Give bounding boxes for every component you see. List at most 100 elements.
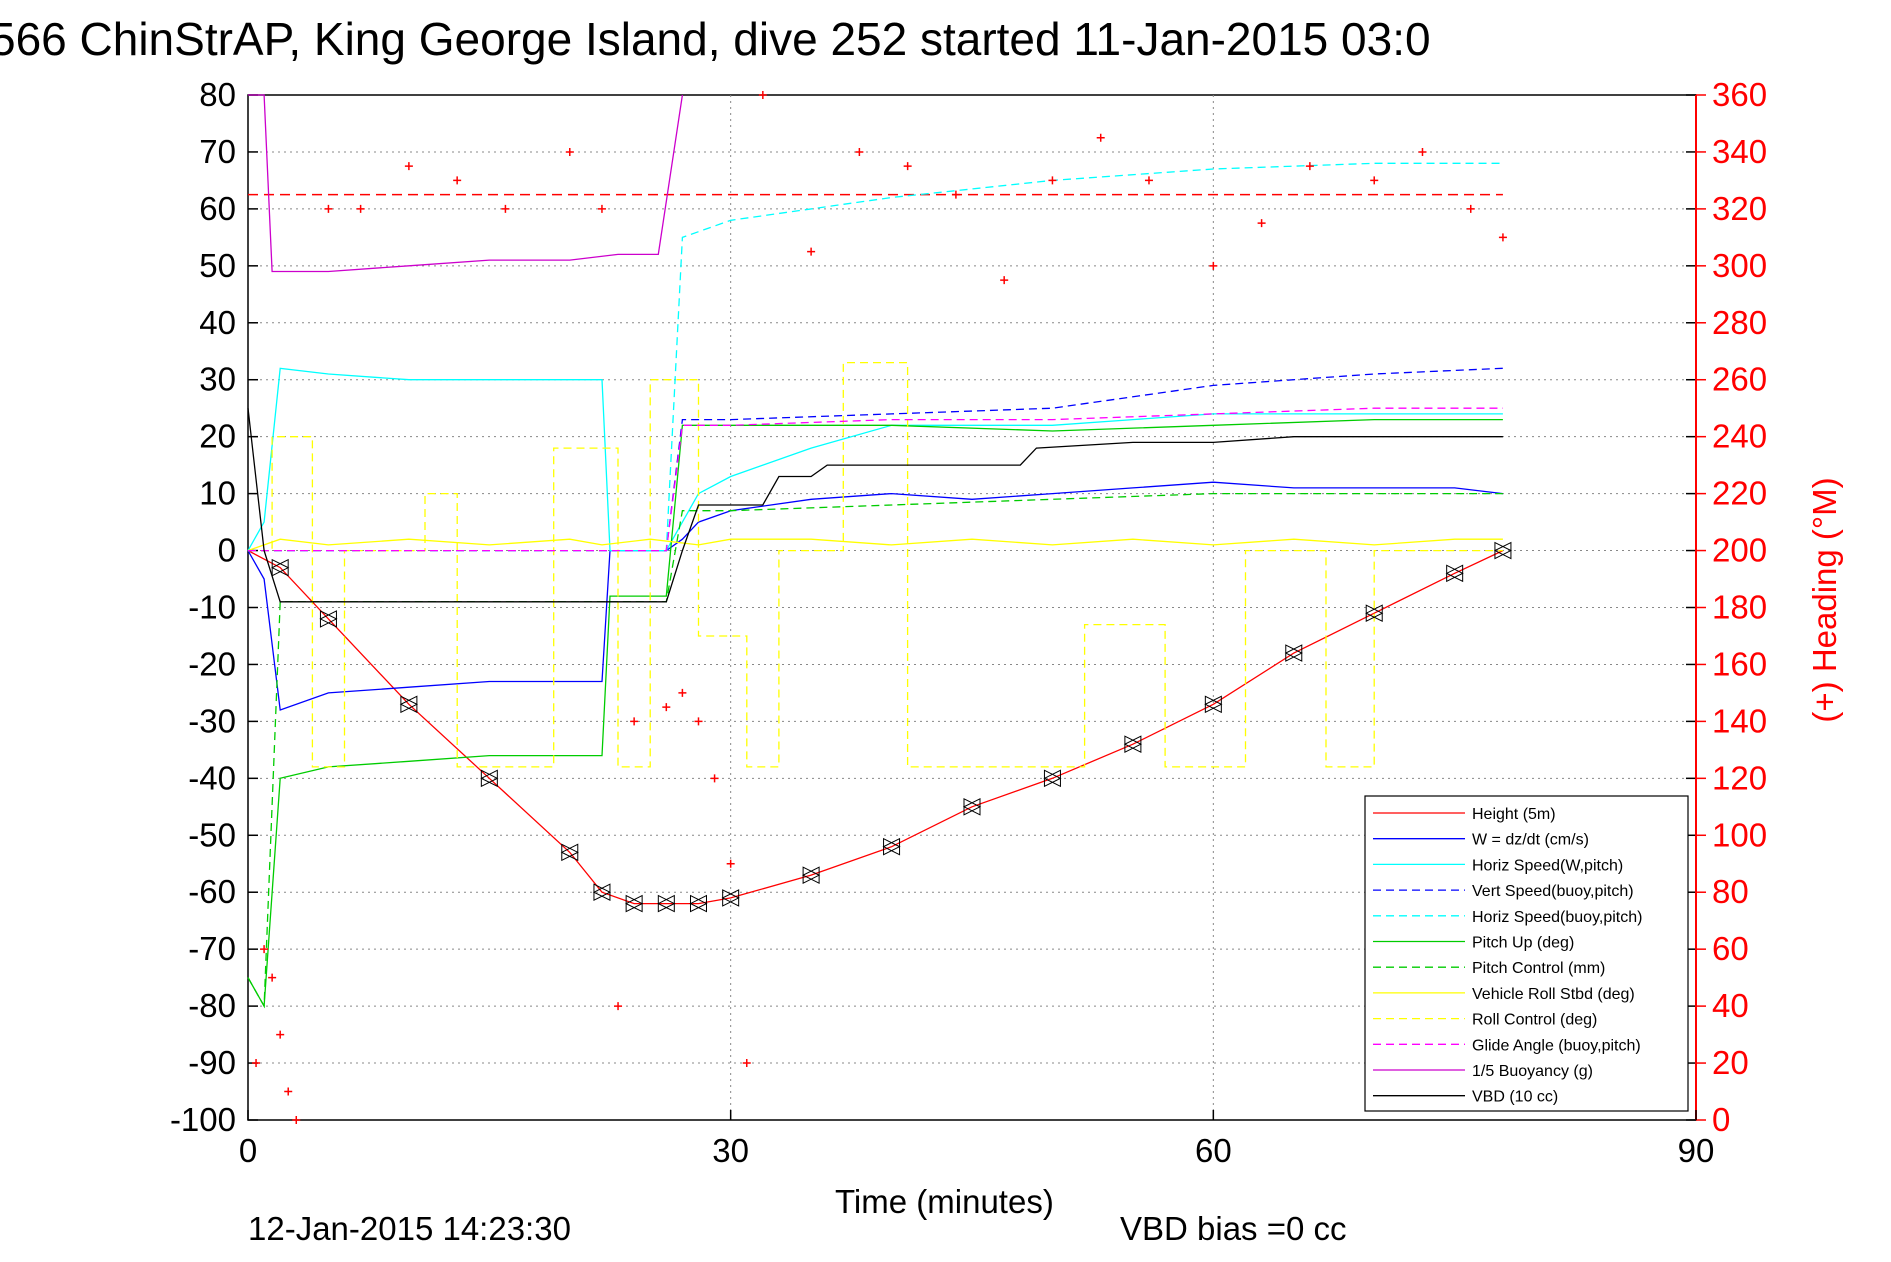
heading-point (565, 147, 574, 156)
heading-point (694, 717, 703, 726)
left-tick-label: 0 (218, 532, 236, 569)
left-tick-label: -70 (188, 930, 236, 967)
right-y-axis-label: (+) Heading (°M) (1806, 477, 1843, 722)
series-line-6 (247, 492, 1503, 1009)
apogee-marker (962, 797, 982, 816)
legend-entry: Vert Speed(buoy,pitch) (1472, 883, 1634, 900)
apogee-marker (657, 894, 676, 913)
apogee-marker (882, 837, 901, 856)
series-layer (247, 91, 1507, 1124)
right-tick-label: 340 (1712, 133, 1767, 170)
legend-entry: Height (5m) (1472, 806, 1556, 823)
heading-point (662, 703, 671, 712)
left-tick-label: 10 (199, 475, 236, 512)
series-line-8 (248, 361, 1503, 768)
x-tick-label: 90 (1678, 1132, 1715, 1169)
x-axis-label: Time (minutes) (835, 1183, 1054, 1220)
right-tick-label: 140 (1712, 702, 1767, 739)
heading-point (501, 204, 510, 213)
heading-point (1305, 162, 1314, 171)
series-line-9 (248, 407, 1503, 552)
right-tick-label: 80 (1712, 873, 1749, 910)
vbd-bias-label: VBD bias =0 cc (1120, 1210, 1347, 1247)
right-tick-label: 280 (1712, 304, 1767, 341)
series-line-3 (248, 367, 1503, 552)
apogee-marker (1043, 769, 1062, 788)
right-tick-label: 160 (1712, 645, 1767, 682)
heading-point (1498, 233, 1507, 242)
series-line-10 (248, 94, 684, 273)
right-tick-label: 120 (1712, 759, 1767, 796)
right-tick-label: 200 (1712, 532, 1767, 569)
left-tick-label: 70 (199, 133, 236, 170)
heading-point (903, 162, 912, 171)
apogee-marker (1365, 604, 1384, 623)
left-tick-label: -80 (188, 987, 236, 1024)
right-tick-label: 180 (1712, 589, 1767, 626)
heading-point (284, 1087, 293, 1096)
right-tick-label: 320 (1712, 190, 1767, 227)
left-tick-label: 30 (199, 361, 236, 398)
heading-point (404, 162, 413, 171)
apogee-marker (1123, 735, 1143, 753)
x-tick-label: 60 (1195, 1132, 1232, 1169)
apogee-marker (319, 610, 338, 628)
apogee-marker (1284, 644, 1303, 662)
legend-entry: VBD (10 cc) (1472, 1089, 1558, 1106)
left-tick-label: -20 (188, 645, 236, 682)
triangle-markers (271, 541, 1513, 913)
heading-point (855, 147, 864, 156)
apogee-marker (592, 883, 612, 902)
heading-point (614, 1002, 623, 1011)
apogee-marker (480, 769, 499, 788)
heading-point (356, 204, 365, 213)
heading-point (726, 859, 735, 868)
right-y-ticks: 3603403203002802602402202001801601401201… (1686, 76, 1767, 1138)
heading-point (324, 204, 333, 213)
heading-point (1370, 176, 1379, 185)
heading-point (1257, 219, 1266, 228)
right-tick-label: 260 (1712, 361, 1767, 398)
chart-title: 566 ChinStrAP, King George Island, dive … (0, 13, 1431, 65)
legend-entry: Pitch Control (mm) (1472, 960, 1605, 977)
right-tick-label: 40 (1712, 987, 1749, 1024)
right-tick-label: 20 (1712, 1044, 1749, 1081)
series-line-5 (247, 418, 1503, 1009)
heading-point (597, 204, 606, 213)
left-tick-label: 60 (199, 190, 236, 227)
heading-point (758, 91, 767, 99)
left-tick-label: -10 (188, 589, 236, 626)
heading-point (260, 945, 269, 954)
heading-point (1144, 176, 1153, 185)
right-tick-label: 0 (1712, 1101, 1730, 1138)
apogee-marker (1204, 695, 1223, 714)
apogee-marker (801, 866, 821, 884)
left-tick-label: -30 (188, 702, 236, 739)
legend-entry: Horiz Speed(buoy,pitch) (1472, 909, 1642, 926)
legend-entry: Horiz Speed(W,pitch) (1472, 857, 1623, 874)
apogee-marker (560, 843, 579, 862)
x-tick-label: 0 (239, 1132, 257, 1169)
heading-point (742, 1059, 751, 1068)
apogee-marker (1493, 541, 1513, 560)
left-tick-label: -90 (188, 1044, 236, 1081)
left-tick-label: -100 (170, 1101, 236, 1138)
legend-entry: Pitch Up (deg) (1472, 935, 1574, 952)
heading-point (678, 688, 687, 697)
right-tick-label: 300 (1712, 247, 1767, 284)
series-line-4 (248, 162, 1503, 552)
x-tick-label: 30 (712, 1132, 749, 1169)
series-line-11 (247, 408, 1503, 603)
legend: Height (5m) W = dz/dt (cm/s) Horiz Speed(W… (1364, 795, 1689, 1112)
left-y-ticks: 80 70 60 50 40 30 20 10 0 -10 -20 -30 -40 -50 -60 -70 -8… (170, 76, 258, 1138)
apogee-marker (689, 894, 708, 913)
heading-point (292, 1116, 301, 1124)
heading-point (1209, 261, 1218, 270)
heading-point (807, 247, 816, 256)
legend-entry: Vehicle Roll Stbd (deg) (1472, 986, 1635, 1003)
left-tick-label: 50 (199, 247, 236, 284)
right-tick-label: 100 (1712, 816, 1767, 853)
apogee-marker (271, 558, 290, 577)
left-tick-label: -40 (188, 759, 236, 796)
